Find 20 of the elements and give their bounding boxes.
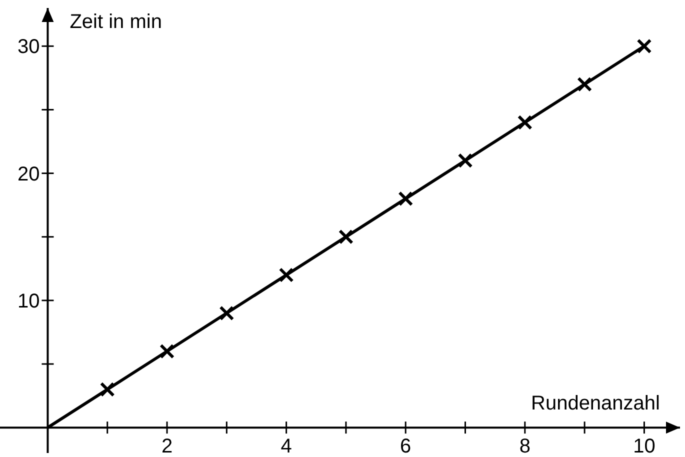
y-tick-label: 30 (17, 36, 40, 58)
point (219, 306, 234, 321)
point (100, 382, 115, 397)
point (278, 268, 294, 282)
y-axis-title: Zeit in min (70, 11, 162, 33)
point (398, 191, 414, 206)
point (517, 114, 532, 130)
point (636, 38, 652, 54)
point (577, 76, 592, 92)
x-tick-label: 2 (161, 436, 173, 457)
x-tick-label: 10 (633, 436, 656, 457)
x-tick-label: 8 (519, 436, 530, 457)
x-axis-title: Rundenanzahl (531, 392, 660, 415)
x-tick-label: 4 (280, 436, 292, 457)
y-tick-label: 10 (17, 290, 40, 312)
y-tick-label: 20 (17, 163, 40, 186)
point (458, 153, 473, 168)
point (338, 229, 354, 244)
x-tick-label: 6 (400, 436, 412, 457)
point (160, 344, 175, 359)
